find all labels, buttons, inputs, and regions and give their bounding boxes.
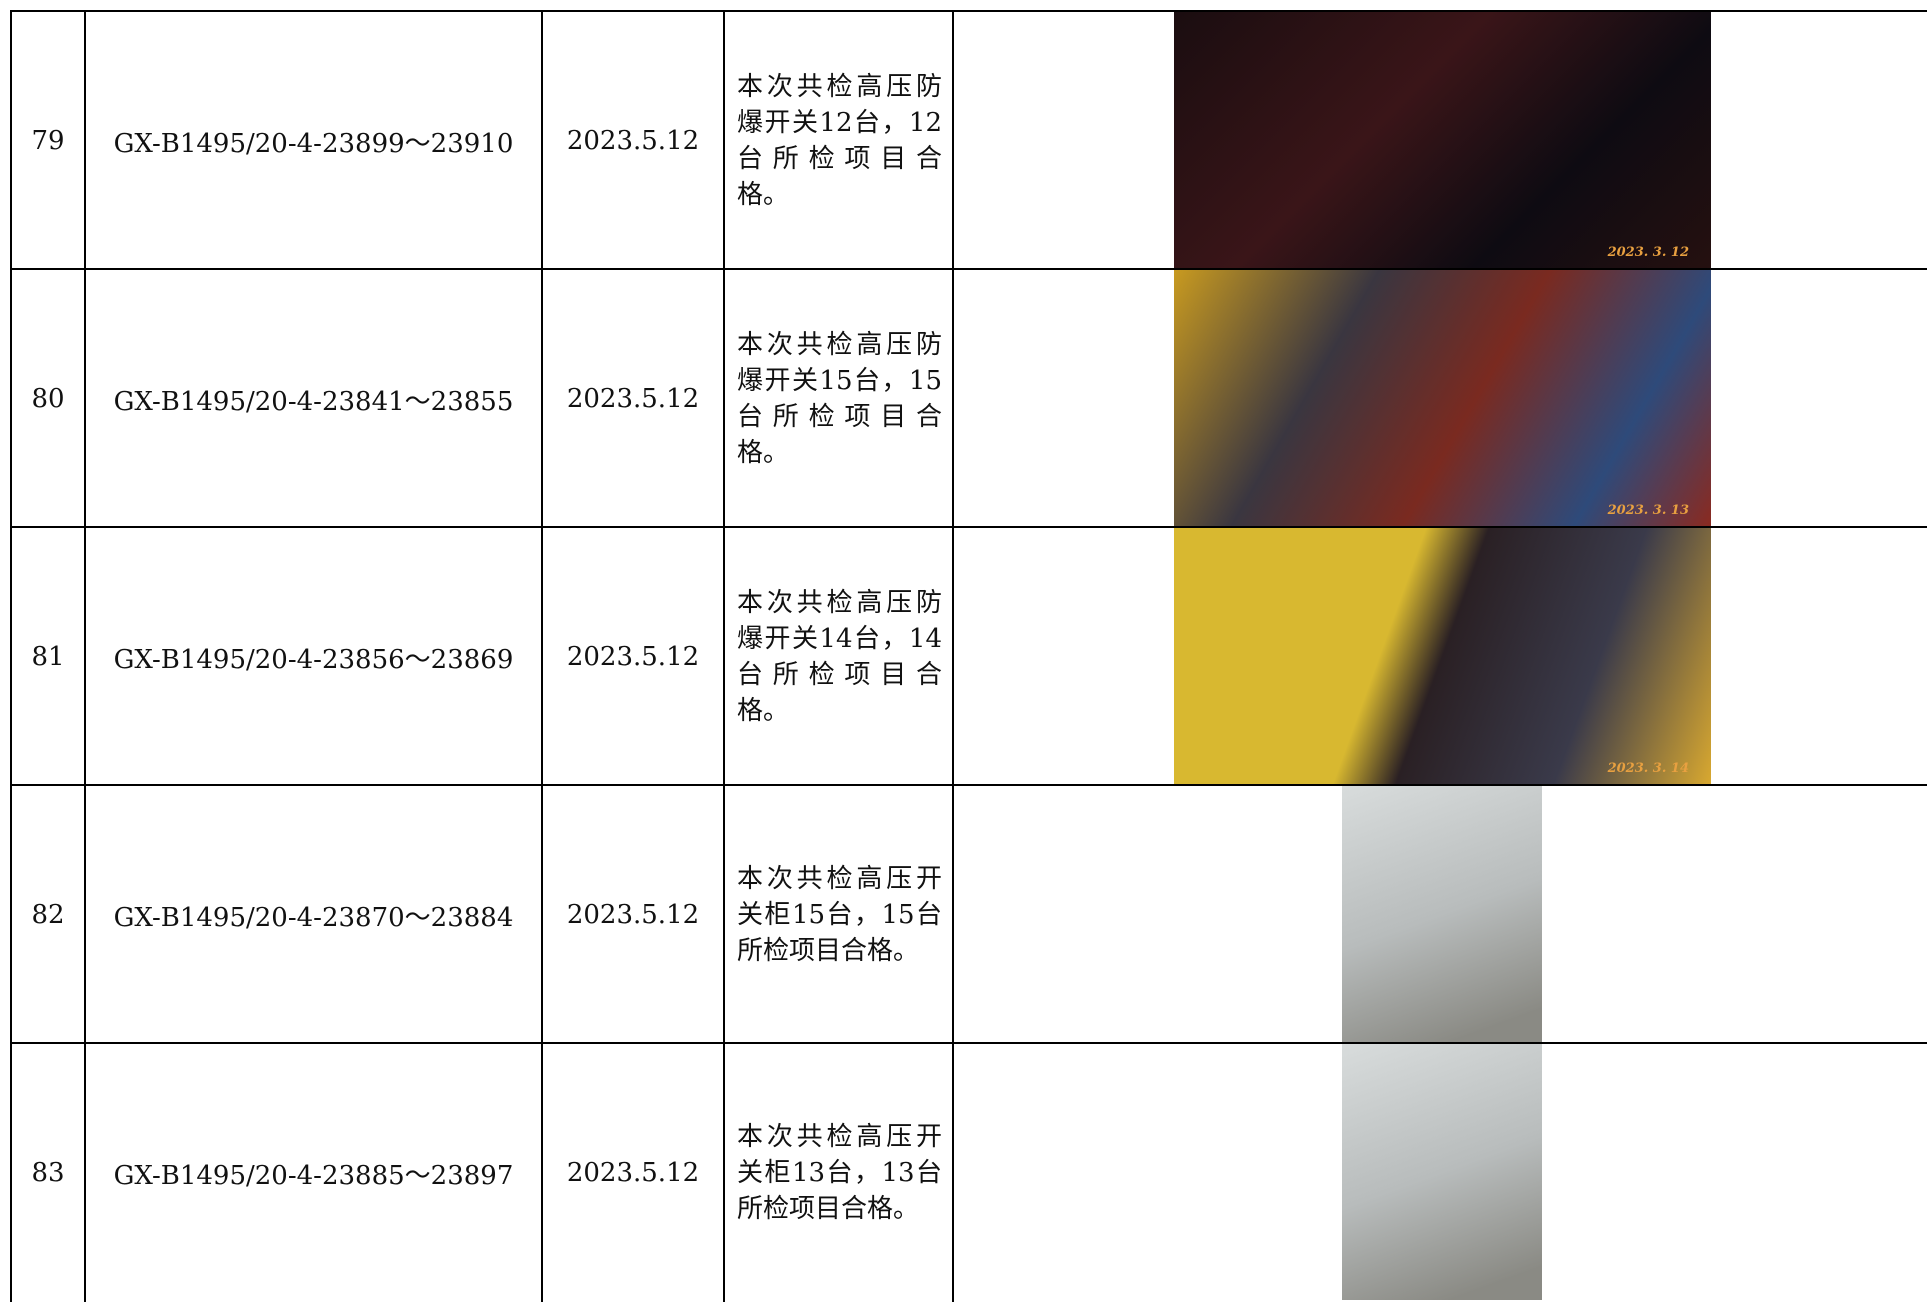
cell-no: 81 — [10, 526, 84, 786]
cell-text: 本次共检高压开关柜13台，13台所检项目合格。 — [737, 1122, 942, 1224]
cell-text: 本次共检高压开关柜15台，15台所检项目合格。 — [737, 864, 942, 966]
cell-date: 2023.5.12 — [541, 784, 723, 1044]
cell-date: 2023.5.12 — [541, 268, 723, 528]
cell-text: 2023.5.12 — [566, 642, 700, 672]
cell-date: 2023.5.12 — [541, 526, 723, 786]
cell-photo — [952, 526, 1927, 786]
cell-code: GX-B1495/20-4-23870～23884 — [84, 784, 541, 1044]
cell-desc: 本次共检高压防爆开关14台，14台所检项目合格。 — [723, 526, 952, 786]
cell-text: GX-B1495/20-4-23899～23910 — [113, 128, 514, 159]
photo-stamp: 2023. 3. 14 — [1607, 761, 1689, 776]
photo-stamp: 2023. 3. 13 — [1607, 503, 1689, 518]
cell-photo — [952, 1042, 1927, 1302]
cell-no: 82 — [10, 784, 84, 1044]
cell-text: 82 — [31, 900, 65, 930]
cell-date: 2023.5.12 — [541, 10, 723, 270]
photo — [1342, 1044, 1542, 1300]
cell-code: GX-B1495/20-4-23841～23855 — [84, 268, 541, 528]
cell-text: 本次共检高压防爆开关12台，12台所检项目合格。 — [737, 72, 942, 210]
cell-text: 79 — [31, 126, 65, 156]
cell-text: 本次共检高压防爆开关14台，14台所检项目合格。 — [737, 588, 942, 726]
cell-no: 79 — [10, 10, 84, 270]
cell-photo — [952, 784, 1927, 1044]
photo: 2023. 3. 14 — [1174, 528, 1711, 784]
cell-desc: 本次共检高压开关柜13台，13台所检项目合格。 — [723, 1042, 952, 1302]
cell-desc: 本次共检高压防爆开关15台，15台所检项目合格。 — [723, 268, 952, 528]
cell-text: 2023.5.12 — [566, 126, 700, 156]
cell-text: GX-B1495/20-4-23885～23897 — [113, 1160, 514, 1191]
cell-desc: 本次共检高压防爆开关12台，12台所检项目合格。 — [723, 10, 952, 270]
cell-text: 本次共检高压防爆开关15台，15台所检项目合格。 — [737, 330, 942, 468]
cell-no: 83 — [10, 1042, 84, 1302]
cell-text: 2023.5.12 — [566, 900, 700, 930]
cell-text: 2023.5.12 — [566, 384, 700, 414]
cell-text: 83 — [31, 1158, 65, 1188]
cell-text: GX-B1495/20-4-23841～23855 — [113, 386, 514, 417]
cell-text: GX-B1495/20-4-23870～23884 — [113, 902, 514, 933]
cell-photo — [952, 10, 1927, 270]
photo — [1342, 786, 1542, 1042]
photo-stamp: 2023. 3. 12 — [1607, 245, 1689, 260]
cell-code: GX-B1495/20-4-23856～23869 — [84, 526, 541, 786]
photo: 2023. 3. 12 — [1174, 12, 1711, 268]
cell-text: GX-B1495/20-4-23856～23869 — [113, 644, 514, 675]
cell-date: 2023.5.12 — [541, 1042, 723, 1302]
cell-text: 2023.5.12 — [566, 1158, 700, 1188]
cell-photo — [952, 268, 1927, 528]
cell-desc: 本次共检高压开关柜15台，15台所检项目合格。 — [723, 784, 952, 1044]
cell-code: GX-B1495/20-4-23885～23897 — [84, 1042, 541, 1302]
cell-text: 81 — [31, 642, 65, 672]
photo: 2023. 3. 13 — [1174, 270, 1711, 526]
cell-text: 80 — [31, 384, 65, 414]
cell-no: 80 — [10, 268, 84, 528]
cell-code: GX-B1495/20-4-23899～23910 — [84, 10, 541, 270]
